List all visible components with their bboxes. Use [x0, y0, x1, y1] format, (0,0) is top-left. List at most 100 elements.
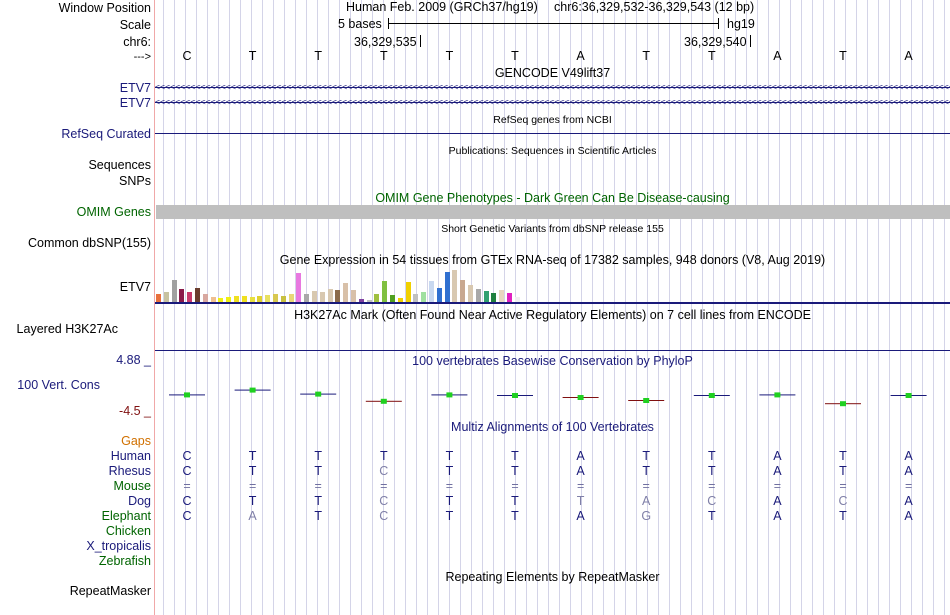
label-refseq-curated[interactable]: RefSeq Curated: [61, 127, 151, 141]
gtex-tissue-bar[interactable]: [413, 294, 419, 302]
label-layered-h3k27ac[interactable]: Layered H3K27Ac: [16, 322, 118, 336]
alignment-base-mouse: =: [380, 479, 388, 493]
base-letter: A: [773, 49, 782, 63]
gtex-tissue-bar[interactable]: [241, 296, 247, 302]
track-image-panel[interactable]: Human Feb. 2009 (GRCh37/hg19) chr6:36,32…: [155, 0, 950, 615]
gtex-tissue-bar[interactable]: [163, 292, 169, 302]
label-rhesus[interactable]: Rhesus: [108, 464, 151, 478]
phylop-conservation-plot[interactable]: [155, 368, 950, 418]
gtex-tissue-bar[interactable]: [234, 296, 239, 302]
label-snps[interactable]: SNPs: [119, 174, 151, 188]
phylop-score-highlight: [512, 393, 518, 398]
omim-phenotype-bar[interactable]: [156, 205, 950, 219]
gtex-tissue-bar[interactable]: [491, 293, 497, 302]
gtex-tissue-bar[interactable]: [514, 297, 520, 302]
scale-db-label: hg19: [727, 17, 755, 31]
coord-tick-right: [750, 35, 751, 47]
gtex-tissue-bar[interactable]: [358, 299, 364, 302]
gtex-tissue-bar[interactable]: [436, 288, 442, 302]
gtex-tissue-bar[interactable]: [187, 292, 193, 302]
label-elephant[interactable]: Elephant: [101, 509, 151, 523]
gtex-tissue-bar[interactable]: [226, 297, 232, 302]
gtex-tissue-bar[interactable]: [195, 288, 200, 302]
alignment-base-elephant: A: [904, 509, 913, 523]
gtex-tissue-bar[interactable]: [202, 294, 208, 302]
alignment-base-human: T: [379, 449, 388, 463]
base-letter: T: [642, 49, 650, 63]
gtex-tissue-bar[interactable]: [429, 281, 434, 302]
gtex-tissue-bar[interactable]: [507, 293, 512, 302]
phylop-score-highlight: [249, 387, 256, 393]
alignment-base-human: C: [182, 449, 192, 463]
gtex-tissue-bar[interactable]: [390, 295, 395, 302]
gencode-track-title: GENCODE V49lift37: [494, 66, 611, 80]
gtex-tissue-bar[interactable]: [421, 292, 427, 302]
alignment-base-mouse: =: [708, 479, 716, 493]
h3k27ac-baseline: [155, 350, 950, 351]
label-dog[interactable]: Dog: [128, 494, 151, 508]
label-omim-genes[interactable]: OMIM Genes: [76, 205, 151, 219]
label-common-dbsnp[interactable]: Common dbSNP(155): [28, 236, 151, 250]
alignment-base-elephant: G: [641, 509, 652, 523]
multiz-alignment-block[interactable]: C T T T T T A T T A T A C T T C T T A T T A T A = = = = = = = = = = = = C T T C…: [155, 449, 950, 529]
base-letter: T: [314, 49, 322, 63]
label-sequences[interactable]: Sequences: [88, 158, 151, 172]
phylop-score-highlight: [380, 398, 387, 404]
alignment-base-elephant: T: [839, 509, 847, 523]
gtex-tissue-bar[interactable]: [288, 294, 294, 302]
gtex-tissue-bar[interactable]: [397, 298, 403, 302]
alignment-base-rhesus: A: [904, 464, 913, 478]
alignment-base-rhesus: T: [707, 464, 716, 478]
gtex-tissue-bar[interactable]: [351, 290, 356, 302]
gtex-bar-chart[interactable]: [156, 268, 536, 302]
gtex-tissue-bar[interactable]: [343, 283, 349, 302]
gtex-tissue-bar[interactable]: [249, 297, 255, 302]
gtex-tissue-bar[interactable]: [499, 290, 505, 302]
gtex-tissue-bar[interactable]: [405, 282, 411, 302]
omim-track-title: OMIM Gene Phenotypes - Dark Green Can Be…: [375, 191, 730, 205]
alignment-base-dog: T: [248, 494, 257, 508]
gtex-tissue-bar[interactable]: [304, 294, 310, 302]
label-chicken[interactable]: Chicken: [105, 524, 151, 538]
gtex-tissue-bar[interactable]: [179, 289, 185, 302]
gtex-tissue-bar[interactable]: [335, 290, 341, 302]
gtex-tissue-bar[interactable]: [210, 297, 216, 302]
alignment-base-dog: T: [445, 494, 454, 508]
label-zebrafish[interactable]: Zebrafish: [98, 554, 151, 568]
gtex-tissue-bar[interactable]: [452, 270, 458, 302]
gtex-tissue-bar[interactable]: [312, 291, 317, 302]
gtex-tissue-bar[interactable]: [366, 300, 372, 302]
alignment-base-human: T: [445, 449, 454, 463]
alignment-base-mouse: =: [183, 479, 191, 493]
gtex-tissue-bar[interactable]: [296, 273, 302, 302]
label-etv7-transcript-2[interactable]: ETV7: [119, 96, 151, 110]
gtex-tissue-bar[interactable]: [382, 281, 388, 302]
gtex-tissue-bar[interactable]: [460, 280, 466, 302]
refseq-track-title: RefSeq genes from NCBI: [493, 114, 612, 126]
label-repeatmasker[interactable]: RepeatMasker: [69, 584, 151, 598]
refseq-gene-line[interactable]: [155, 133, 950, 134]
label-human[interactable]: Human: [110, 449, 151, 463]
gtex-tissue-bar[interactable]: [273, 294, 278, 302]
gtex-tissue-bar[interactable]: [218, 298, 224, 302]
gtex-tissue-bar[interactable]: [374, 294, 380, 302]
gtex-tissue-bar[interactable]: [327, 289, 333, 302]
label-x-tropicalis[interactable]: X_tropicalis: [86, 539, 151, 553]
gtex-tissue-bar[interactable]: [468, 285, 473, 302]
label-gaps[interactable]: Gaps: [121, 434, 151, 448]
label-100-vert-cons[interactable]: 100 Vert. Cons: [17, 378, 100, 392]
gtex-tissue-bar[interactable]: [280, 296, 286, 302]
gtex-tissue-bar[interactable]: [156, 294, 161, 302]
gtex-tissue-bar[interactable]: [171, 280, 177, 302]
gtex-tissue-bar[interactable]: [265, 295, 271, 302]
gtex-tissue-bar[interactable]: [319, 292, 325, 302]
gtex-tissue-bar[interactable]: [475, 289, 481, 302]
phylop-score-highlight: [840, 401, 846, 407]
gtex-tissue-bar[interactable]: [257, 296, 263, 302]
gene-model-etv7-1-line: [155, 87, 950, 88]
label-mouse[interactable]: Mouse: [113, 479, 151, 493]
gtex-tissue-bar[interactable]: [483, 291, 489, 302]
gtex-tissue-bar[interactable]: [444, 272, 450, 302]
label-gtex-gene[interactable]: ETV7: [119, 280, 151, 294]
label-etv7-transcript-1[interactable]: ETV7: [119, 81, 151, 95]
